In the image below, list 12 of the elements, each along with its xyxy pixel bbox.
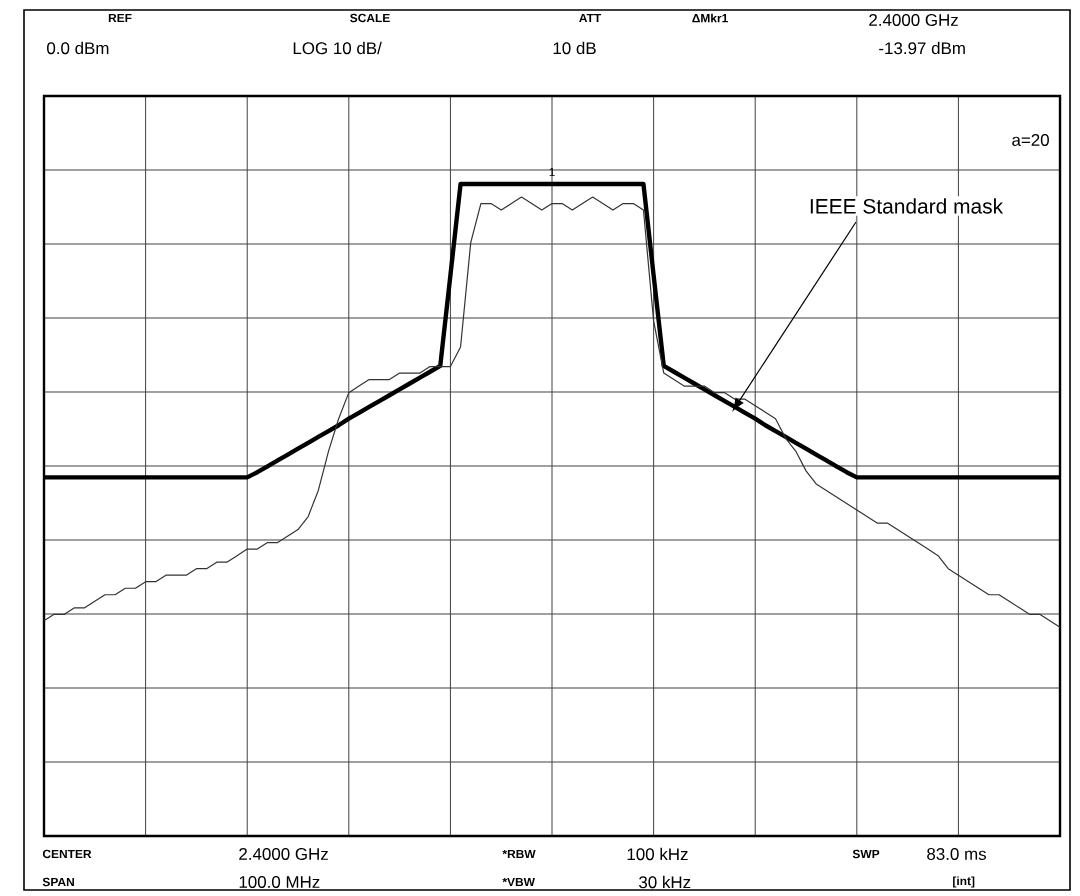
text: IEEE Standard mask	[810, 198, 1004, 214]
text: 0.0 dBm	[47, 41, 109, 55]
text: 2.4000 GHz	[869, 14, 958, 26]
text: 100 kHz	[627, 847, 688, 861]
text: LOG 10 dB/	[293, 41, 382, 55]
text: a=20	[1012, 134, 1049, 146]
text: 30 kHz	[639, 875, 691, 889]
text: 83.0 ms	[927, 848, 986, 860]
text: 2.4000 GHz	[239, 848, 328, 860]
text: -13.97 dBm	[879, 41, 965, 55]
text: 100.0 MHz	[239, 876, 320, 888]
text: 10 dB	[553, 41, 596, 55]
